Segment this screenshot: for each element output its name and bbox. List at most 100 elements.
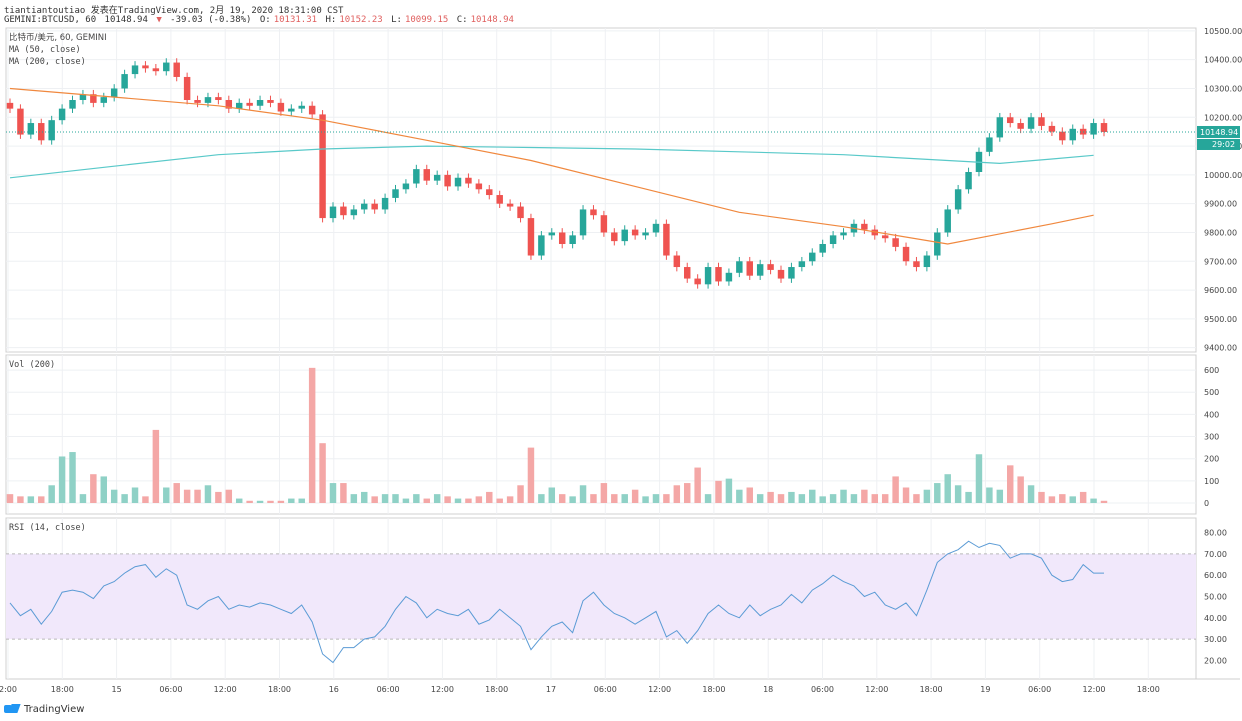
candle-body <box>69 100 76 109</box>
volume-bar <box>642 496 649 503</box>
candle-body <box>423 169 430 181</box>
candle-body <box>433 174 441 181</box>
volume-bar <box>621 494 628 503</box>
candle-body <box>235 102 243 109</box>
volume-bar <box>1038 491 1045 503</box>
volume-bar <box>965 491 972 503</box>
candle-body <box>986 137 993 152</box>
volume-bar <box>235 498 243 503</box>
volume-bar <box>881 494 889 503</box>
candle-body <box>809 252 816 262</box>
rsi-pane[interactable] <box>6 540 1196 664</box>
volume-bar <box>131 487 139 503</box>
rsi-tick-label: 60.00 <box>1204 571 1227 580</box>
candle-body <box>444 174 451 187</box>
ohlc-line: GEMINI:BTCUSD, 60 10148.94 ▼ -39.03 (-0.… <box>4 15 517 25</box>
symbol-label[interactable]: GEMINI:BTCUSD, 60 <box>4 15 97 25</box>
candle-body <box>840 232 847 236</box>
volume-bar <box>590 494 597 503</box>
candle-body <box>538 235 545 256</box>
time-tick-label: 18:00 <box>268 685 291 694</box>
volume-bar <box>1079 491 1087 503</box>
volume-tick-label: 100 <box>1204 477 1219 486</box>
volume-bar <box>871 494 879 503</box>
price-pane[interactable] <box>6 58 1196 289</box>
volume-bar <box>850 494 858 503</box>
volume-bar <box>684 483 691 503</box>
candle-body <box>246 102 253 106</box>
volume-bar <box>746 487 753 503</box>
volume-bar <box>298 498 305 503</box>
volume-bar <box>600 483 608 503</box>
volume-bar <box>569 496 576 503</box>
rsi-tick-label: 40.00 <box>1204 614 1227 623</box>
volume-bar <box>340 483 347 503</box>
price-tick-label: 10400.00 <box>1204 56 1242 65</box>
volume-bar <box>725 478 733 503</box>
volume-bar <box>6 494 14 503</box>
time-tick-label: 18:00 <box>485 685 508 694</box>
candle-body <box>944 209 951 233</box>
time-tick-label: 06:00 <box>1028 685 1051 694</box>
candle-body <box>371 203 378 210</box>
candle-body <box>288 108 295 112</box>
candle-body <box>725 272 733 282</box>
candle-body <box>110 88 118 98</box>
volume-pane[interactable] <box>6 367 1108 503</box>
volume-bar <box>663 494 670 503</box>
volume-bar <box>142 496 149 503</box>
legend-rsi: RSI (14, close) <box>9 523 86 533</box>
volume-bar <box>788 491 795 503</box>
volume-bar <box>652 494 660 503</box>
volume-bar <box>444 496 451 503</box>
candle-body <box>579 209 587 236</box>
countdown-tag <box>1197 138 1240 150</box>
candle-body <box>1090 123 1097 135</box>
time-tick-label: 12:00 <box>214 685 237 694</box>
legend-ma50: MA (50, close) <box>9 45 81 55</box>
time-tick-label: 12:00 <box>431 685 454 694</box>
last-price: 10148.94 <box>104 15 148 25</box>
countdown-tag-text: 29:02 <box>1212 140 1235 149</box>
price-tick-label: 10200.00 <box>1204 113 1242 122</box>
time-tick-label: 18:00 <box>920 685 943 694</box>
volume-bar <box>631 489 639 503</box>
tradingview-logo-icon <box>4 703 20 715</box>
last-price-tag-text: 10148.94 <box>1200 128 1238 137</box>
candle-body <box>38 123 45 141</box>
time-tick-label: 15 <box>112 685 122 694</box>
volume-tick-label: 200 <box>1204 455 1219 464</box>
candle-body <box>298 105 305 109</box>
candle-body <box>486 189 493 196</box>
time-tick-label: 17 <box>546 685 556 694</box>
volume-bar <box>308 367 316 503</box>
volume-bar <box>1090 498 1097 503</box>
candle-body <box>756 264 764 276</box>
candle-body <box>454 177 462 187</box>
candle-body <box>267 100 274 103</box>
change-arrow-icon: ▼ <box>156 15 162 25</box>
volume-bar <box>256 500 264 503</box>
brand-text[interactable]: TradingView <box>24 703 85 715</box>
price-tick-label: 10500.00 <box>1204 27 1242 36</box>
volume-bar <box>194 489 201 503</box>
volume-bar <box>361 491 368 503</box>
ma50-line <box>9 87 1094 245</box>
candle-body <box>965 172 972 190</box>
volume-bar <box>923 489 931 503</box>
time-tick-label: 12:00 <box>648 685 671 694</box>
time-tick-label: 12:00 <box>865 685 888 694</box>
candle-body <box>954 189 962 210</box>
volume-bar <box>225 489 233 503</box>
volume-bar <box>465 498 472 503</box>
volume-bar <box>840 489 847 503</box>
volume-bar <box>173 483 180 503</box>
price-tick-label: 9400.00 <box>1204 344 1237 353</box>
change-value: -39.03 (-0.38%) <box>170 15 252 25</box>
candle-body <box>6 102 14 109</box>
candle-body <box>1048 125 1056 132</box>
volume-bar <box>715 480 722 503</box>
volume-bar <box>673 485 681 503</box>
volume-bar <box>558 494 566 503</box>
